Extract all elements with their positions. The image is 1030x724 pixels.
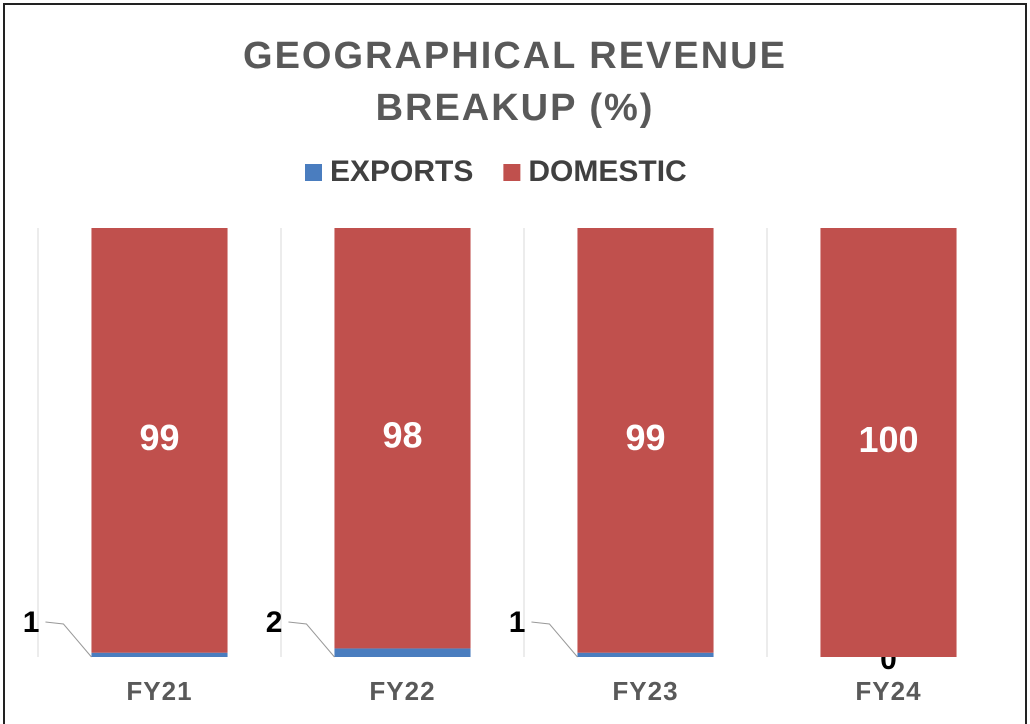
x-tick-label: FY24 <box>855 676 921 706</box>
bar-segment <box>91 653 227 657</box>
x-tick-label: FY21 <box>126 676 192 706</box>
bar-segment <box>334 648 470 657</box>
leader-line <box>531 622 577 657</box>
x-tick-label: FY23 <box>612 676 678 706</box>
data-label: 1 <box>23 606 40 639</box>
legend-swatch <box>305 164 322 181</box>
legend-swatch <box>503 164 520 181</box>
data-label: 98 <box>382 415 422 456</box>
chart-title: GEOGRAPHICAL REVENUE BREAKUP (%) <box>195 30 835 134</box>
data-label: 99 <box>625 417 665 458</box>
data-label: 100 <box>858 419 918 460</box>
leader-line <box>288 622 334 657</box>
bar-segment <box>577 653 713 657</box>
legend-label: EXPORTS <box>330 155 473 188</box>
legend-label: DOMESTIC <box>528 155 686 188</box>
leader-line <box>45 622 91 657</box>
data-label: 2 <box>266 606 283 639</box>
chart-frame: EXPORTSDOMESTIC199FY21298FY22199FY230100… <box>0 0 1030 724</box>
data-label: 99 <box>139 417 179 458</box>
x-tick-label: FY22 <box>369 676 435 706</box>
data-label: 1 <box>509 606 526 639</box>
